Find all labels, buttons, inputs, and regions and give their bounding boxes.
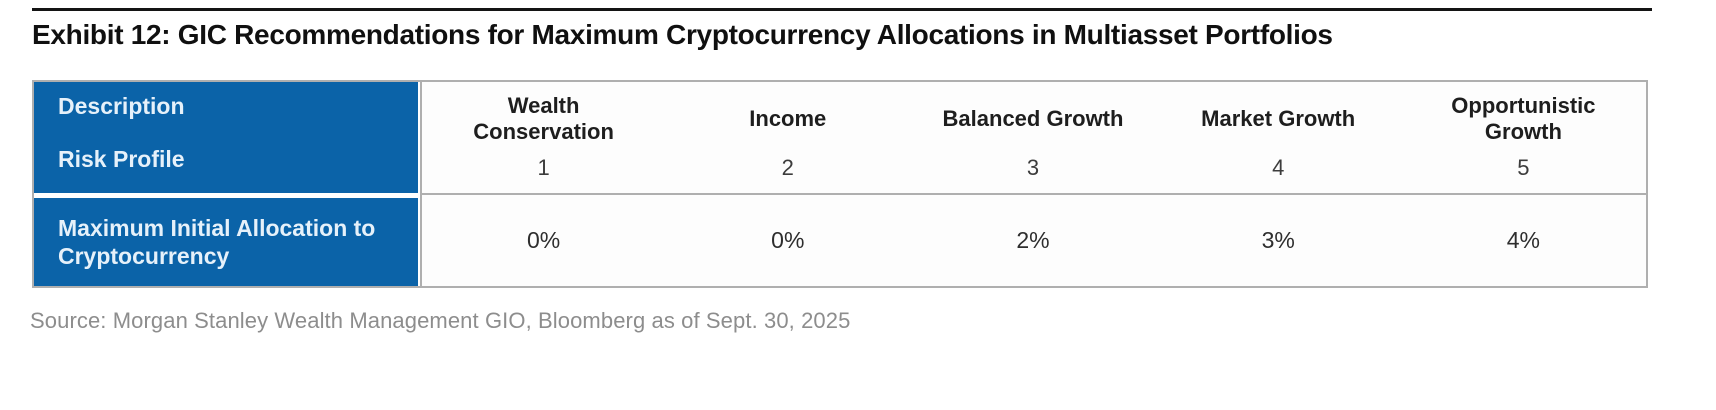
allocation-value-wealth-conservation: 0% xyxy=(420,193,666,286)
column-header-wealth-conservation: Wealth Conservation 1 xyxy=(420,82,666,193)
description-label: Description xyxy=(58,93,185,119)
allocation-value-opportunistic-growth: 4% xyxy=(1400,193,1646,286)
column-name: Market Growth xyxy=(1201,106,1356,132)
column-header-opportunistic-growth: Opportunistic Growth 5 xyxy=(1400,82,1646,193)
allocation-value-balanced-growth: 2% xyxy=(910,193,1156,286)
allocation-row-header-label: Maximum Initial Allocation to Cryptocurr… xyxy=(58,214,376,269)
column-name: Income xyxy=(749,106,827,132)
risk-profile-number: 3 xyxy=(1026,155,1040,180)
column-header-balanced-growth: Balanced Growth 3 xyxy=(910,82,1156,193)
risk-profile-number: 1 xyxy=(537,155,550,180)
column-name: Balanced Growth xyxy=(942,106,1124,132)
allocation-value-market-growth: 3% xyxy=(1155,193,1401,286)
risk-profile-label: Risk Profile xyxy=(58,146,185,172)
title-top-rule xyxy=(32,8,1652,11)
risk-profile-number: 4 xyxy=(1272,155,1285,180)
allocation-table: Description Risk Profile Wealth Conserva… xyxy=(32,80,1648,288)
risk-profile-number: 5 xyxy=(1517,155,1530,180)
source-note: Source: Morgan Stanley Wealth Management… xyxy=(30,308,851,333)
allocation-row-header-cell: Maximum Initial Allocation to Cryptocurr… xyxy=(34,193,420,286)
column-header-market-growth: Market Growth 4 xyxy=(1155,82,1401,193)
risk-profile-number: 2 xyxy=(781,155,794,180)
exhibit-title: Exhibit 12: GIC Recommendations for Maxi… xyxy=(32,19,1333,50)
column-header-income: Income 2 xyxy=(665,82,911,193)
column-name: Wealth Conservation xyxy=(473,93,614,144)
allocation-value-income: 0% xyxy=(665,193,911,286)
table-corner-header-cell: Description Risk Profile xyxy=(34,82,420,193)
column-name: Opportunistic Growth xyxy=(1451,93,1596,144)
